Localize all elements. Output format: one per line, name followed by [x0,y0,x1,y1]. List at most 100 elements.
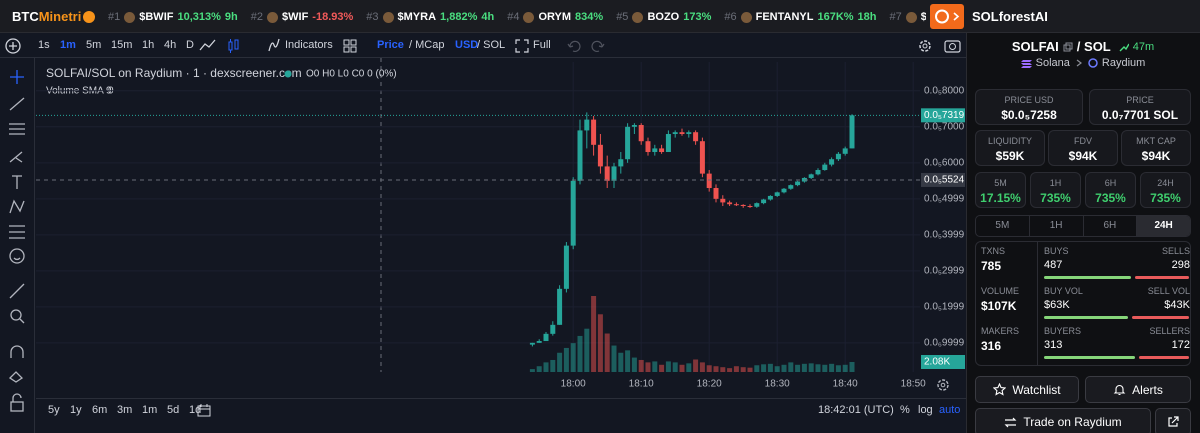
ticker-rank: #5 [616,11,629,23]
percent-toggle[interactable]: % [900,404,910,416]
volume-bar [849,361,855,372]
tool-icons[interactable] [0,58,35,433]
volume-bar [767,363,773,372]
brand-btc: BTC [12,9,39,24]
trade-label: Trade on Raydium [1023,415,1122,429]
range[interactable]: 1d [189,404,202,416]
chart-type-icons[interactable] [198,37,248,55]
interval[interactable]: 1m [60,39,76,51]
dex[interactable]: Raydium [1101,57,1146,69]
period-tab[interactable]: 6H [1082,216,1137,236]
volume-bar [781,364,787,372]
trade-button[interactable]: Trade on Raydium [975,408,1151,433]
boost-button[interactable] [930,4,964,29]
raydium-icon [1088,58,1098,68]
ticker-rank: #2 [250,11,264,23]
candle-body [808,174,814,178]
interval[interactable]: 1s [38,39,50,51]
metric-name: MKT CAP [1136,136,1176,146]
period-tab[interactable]: 24H [1136,216,1190,236]
range[interactable]: 6m [92,404,108,416]
stat-buy-name: BUYERS [1044,326,1082,336]
watchlist-button[interactable]: Watchlist [975,376,1079,403]
chevron [1076,59,1082,67]
ticker[interactable]: #6 FENTANYL 167K% 18h [724,9,876,25]
candle-body [672,132,678,135]
buy-bar [1044,316,1128,319]
volume-bar [631,357,637,372]
interval[interactable]: 15m [111,39,133,51]
log-toggle[interactable]: log [918,404,933,416]
undo-redo[interactable] [566,38,606,54]
range[interactable]: 3m [117,404,133,416]
stat-total: 785 [981,259,1002,273]
ticker-symbol: FENTANYL [755,11,814,23]
x-tick-label: 18:30 [765,379,790,390]
candle-body [645,141,651,153]
fullscreen[interactable]: Full [533,39,551,51]
settings-camera[interactable] [916,37,964,55]
ticker[interactable]: #5 BOZO 173% [616,9,711,25]
y-tick-label: 0.0₅8000 [924,85,965,96]
ticker-rank: #1 [108,11,121,23]
interval[interactable]: D [186,39,194,51]
auto-toggle[interactable]: auto [939,404,961,416]
alerts-button[interactable]: Alerts [1085,376,1191,403]
indicators[interactable]: Indicators [285,39,333,51]
add-symbol-icon[interactable] [4,37,22,55]
stat-buy-name: BUYS [1044,246,1069,256]
candle-body [604,166,610,181]
sol-toggle[interactable]: / SOL [477,39,506,51]
stat-buy: 313 [1044,339,1063,351]
stat-sell: 172 [1171,339,1190,351]
ticker[interactable]: #4 ORYM 834% [507,9,603,25]
range[interactable]: 5y [48,404,60,416]
range[interactable]: 5d [167,404,180,416]
range[interactable]: 1m [142,404,158,416]
ticker[interactable]: #3 $MYRA 1,882% 4h [366,9,494,25]
brand[interactable]: BTC Minetri [12,9,96,24]
axis-settings-icon[interactable] [937,379,949,391]
drawing-tools [0,58,35,433]
usd-toggle[interactable]: USD [455,39,479,51]
brand-minetri: Minetri [38,9,82,24]
ticker[interactable]: #2 $WIF -18.93% [251,9,354,25]
interval[interactable]: 1h [142,39,155,51]
stats-divider [1037,241,1038,366]
external-link-button[interactable] [1155,408,1191,433]
volume-bar [529,369,535,372]
price-usd-value: $0.0₅7258 [1001,108,1057,122]
ticker[interactable]: #7$MYRO21.90% [890,9,926,25]
interval[interactable]: 5m [86,39,102,51]
layout-icon[interactable] [342,38,358,54]
volume-bar [699,362,705,372]
ticker-icon [632,11,644,23]
stat-name: TXNS [981,246,1006,256]
ticker-symbol: $MYRA [397,11,437,23]
volume-bar [611,345,617,372]
period-tab[interactable]: 1H [1028,216,1083,236]
copy-icon[interactable] [1063,42,1073,52]
chain[interactable]: Solana [1035,57,1070,69]
price-label-box [921,108,965,123]
price-chart[interactable]: SOLFAI/SOL on Raydium · 1 · dexscreener.… [36,58,966,398]
candle-body [747,206,753,208]
star-icon [993,383,1007,396]
ticker-change: -18.93% [312,11,354,23]
mcap-toggle[interactable]: / MCap [409,39,445,51]
period-tab[interactable]: 5M [995,220,1010,231]
swap-icon [1004,417,1017,427]
metric-value: $94K [1141,149,1171,163]
range[interactable]: 1y [70,404,82,416]
stat-buy: $63K [1044,299,1070,311]
stat-sell-name: SELLS [1161,246,1190,256]
ticker-rank: #6 [724,11,737,23]
price-toggle[interactable]: Price [377,39,404,51]
volume-bar [591,296,597,372]
x-tick-label: 18:40 [833,379,858,390]
bell-icon [1113,384,1126,396]
interval[interactable]: 4h [164,39,177,51]
ticker[interactable]: #1 $BWIF 10,313% 9h [108,9,238,25]
date-range-icon[interactable] [196,402,212,418]
